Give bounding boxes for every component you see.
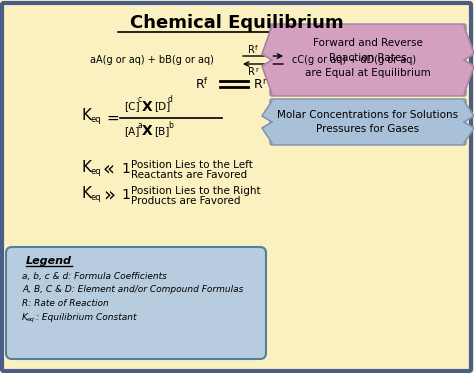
Text: R: R xyxy=(254,78,263,91)
Text: c: c xyxy=(138,95,142,104)
Text: : Equilibrium Constant: : Equilibrium Constant xyxy=(36,313,137,323)
Text: f: f xyxy=(255,45,257,51)
Text: K: K xyxy=(82,160,92,175)
Polygon shape xyxy=(464,26,474,94)
Text: Legend: Legend xyxy=(26,256,72,266)
Text: »: » xyxy=(103,185,115,204)
Text: eq: eq xyxy=(27,317,35,323)
Text: K: K xyxy=(82,109,92,123)
Text: a, b, c & d: Formula Coefficients: a, b, c & d: Formula Coefficients xyxy=(22,272,167,280)
Text: eq: eq xyxy=(91,116,101,125)
Text: [C]: [C] xyxy=(124,101,140,111)
Text: Reactants are Favored: Reactants are Favored xyxy=(131,170,247,180)
Text: =: = xyxy=(106,110,119,125)
Text: X: X xyxy=(142,124,153,138)
Text: 1: 1 xyxy=(121,188,130,202)
Text: Chemical Equilibrium: Chemical Equilibrium xyxy=(130,14,344,32)
Polygon shape xyxy=(262,26,272,94)
Text: «: « xyxy=(103,160,115,179)
Text: R: R xyxy=(248,45,255,55)
Text: 1: 1 xyxy=(121,162,130,176)
Text: Forward and Reverse
Reaction Rates
are Equal at Equilibrium: Forward and Reverse Reaction Rates are E… xyxy=(305,38,431,78)
Text: b: b xyxy=(168,120,173,129)
Polygon shape xyxy=(464,101,474,143)
Text: r: r xyxy=(255,67,258,73)
Text: Position Lies to the Right: Position Lies to the Right xyxy=(131,186,261,196)
Text: A, B, C & D: Element and/or Compound Formulas: A, B, C & D: Element and/or Compound For… xyxy=(22,285,243,295)
Text: R: Rate of Reaction: R: Rate of Reaction xyxy=(22,300,109,308)
Text: [B]: [B] xyxy=(154,126,169,136)
Text: R: R xyxy=(196,78,205,91)
Text: K: K xyxy=(82,185,92,201)
Polygon shape xyxy=(262,101,272,143)
Text: aA(g or aq) + bB(g or aq): aA(g or aq) + bB(g or aq) xyxy=(90,55,214,65)
FancyBboxPatch shape xyxy=(6,247,266,359)
Text: Molar Concentrations for Solutions
Pressures for Gases: Molar Concentrations for Solutions Press… xyxy=(277,110,458,134)
Text: X: X xyxy=(142,100,153,114)
Text: r: r xyxy=(262,78,265,87)
Text: Products are Favored: Products are Favored xyxy=(131,196,240,206)
FancyBboxPatch shape xyxy=(2,3,471,371)
Text: eq: eq xyxy=(91,166,101,176)
Text: eq: eq xyxy=(91,192,101,201)
FancyBboxPatch shape xyxy=(270,24,466,96)
Text: [D]: [D] xyxy=(154,101,170,111)
FancyBboxPatch shape xyxy=(270,99,466,145)
Text: [A]: [A] xyxy=(124,126,139,136)
Text: cC(g or aq) + dD(g or aq): cC(g or aq) + dD(g or aq) xyxy=(292,55,416,65)
Text: d: d xyxy=(168,95,173,104)
Text: R: R xyxy=(248,67,255,77)
Text: f: f xyxy=(204,78,207,87)
Text: a: a xyxy=(138,120,143,129)
Text: K: K xyxy=(22,313,28,323)
Text: Position Lies to the Left: Position Lies to the Left xyxy=(131,160,253,170)
